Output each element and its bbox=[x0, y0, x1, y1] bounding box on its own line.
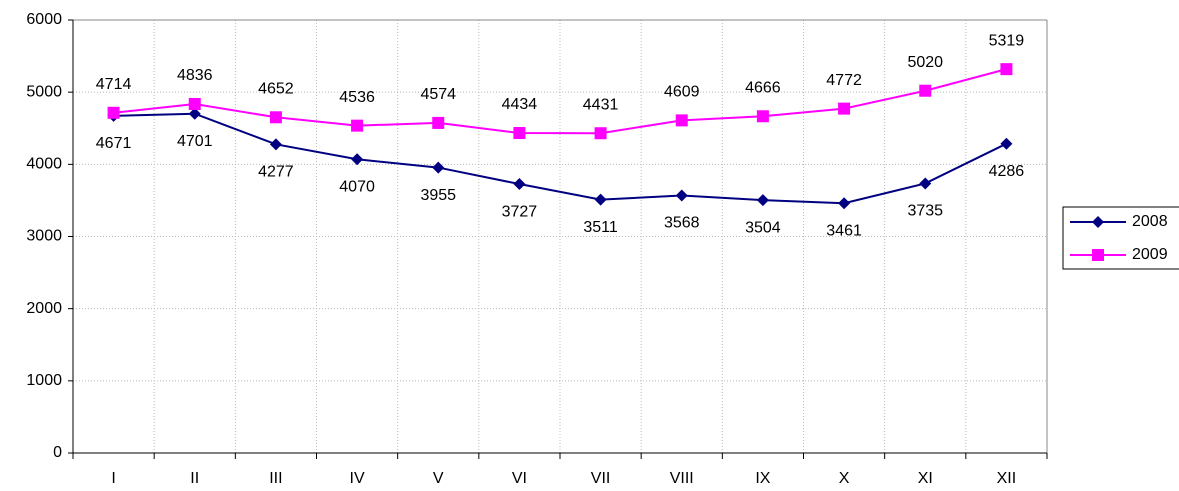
data-label: 4070 bbox=[339, 179, 375, 196]
point bbox=[756, 194, 769, 207]
legend-box bbox=[1062, 206, 1179, 270]
point bbox=[269, 138, 282, 151]
point bbox=[107, 106, 120, 119]
point bbox=[594, 193, 607, 206]
y-tick-label: 3000 bbox=[26, 228, 62, 245]
x-tick-label: V bbox=[433, 470, 444, 487]
y-tick-label: 0 bbox=[53, 444, 62, 461]
x-tick-label: II bbox=[190, 470, 199, 487]
legend-label: 2008 bbox=[1132, 213, 1168, 230]
point bbox=[1000, 137, 1013, 150]
x-tick-label: I bbox=[111, 470, 115, 487]
point bbox=[432, 161, 445, 174]
x-tick-label: IV bbox=[350, 470, 365, 487]
y-tick-label: 5000 bbox=[26, 83, 62, 100]
y-tick-label: 4000 bbox=[26, 156, 62, 173]
point bbox=[432, 116, 445, 129]
point bbox=[513, 127, 526, 140]
y-tick-label: 2000 bbox=[26, 300, 62, 317]
x-tick-label: VIII bbox=[670, 470, 694, 487]
x-tick-label: VI bbox=[512, 470, 527, 487]
point bbox=[675, 114, 688, 127]
x-tick-label: X bbox=[839, 470, 850, 487]
data-label: 3727 bbox=[502, 203, 538, 220]
point bbox=[351, 153, 364, 166]
legend-marker bbox=[1092, 249, 1104, 261]
data-label: 3504 bbox=[745, 219, 781, 236]
data-label: 4836 bbox=[177, 67, 213, 84]
x-tick-label: IX bbox=[755, 470, 770, 487]
data-label: 4536 bbox=[339, 89, 375, 106]
data-label: 3461 bbox=[826, 222, 862, 239]
point bbox=[188, 107, 201, 120]
x-tick-label: XII bbox=[997, 470, 1017, 487]
series-line bbox=[113, 68, 1007, 135]
data-label: 4652 bbox=[258, 80, 294, 97]
point bbox=[594, 127, 607, 140]
data-label: 4434 bbox=[502, 96, 538, 113]
y-tick-label: 6000 bbox=[26, 11, 62, 28]
data-label: 4431 bbox=[583, 96, 619, 113]
x-tick-label: XI bbox=[918, 470, 933, 487]
x-tick-label: III bbox=[269, 470, 282, 487]
point bbox=[919, 177, 932, 190]
point bbox=[919, 84, 932, 97]
data-label: 3511 bbox=[583, 219, 618, 236]
data-label: 4574 bbox=[420, 86, 456, 103]
data-label: 4277 bbox=[258, 164, 294, 181]
data-label: 3735 bbox=[907, 203, 943, 220]
data-label: 4286 bbox=[989, 163, 1025, 180]
data-label: 5319 bbox=[989, 32, 1025, 49]
data-label: 4772 bbox=[826, 72, 862, 89]
point bbox=[513, 178, 526, 191]
point bbox=[269, 111, 282, 124]
point bbox=[838, 197, 851, 210]
point bbox=[1000, 63, 1013, 76]
data-label: 4701 bbox=[177, 133, 213, 150]
series-line bbox=[113, 112, 1007, 205]
data-label: 3568 bbox=[664, 215, 700, 232]
point bbox=[756, 110, 769, 123]
y-tick-label: 1000 bbox=[26, 372, 62, 389]
point bbox=[675, 189, 688, 202]
legend-label: 2009 bbox=[1132, 246, 1168, 263]
legend-marker bbox=[1092, 216, 1104, 228]
point bbox=[351, 119, 364, 132]
point bbox=[188, 98, 201, 111]
data-label: 4714 bbox=[96, 76, 132, 93]
data-label: 5020 bbox=[907, 54, 943, 71]
point bbox=[838, 102, 851, 115]
x-tick-label: VII bbox=[591, 470, 611, 487]
data-label: 4671 bbox=[96, 135, 132, 152]
data-label: 3955 bbox=[420, 187, 456, 204]
data-label: 4609 bbox=[664, 84, 700, 101]
data-label: 4666 bbox=[745, 79, 781, 96]
